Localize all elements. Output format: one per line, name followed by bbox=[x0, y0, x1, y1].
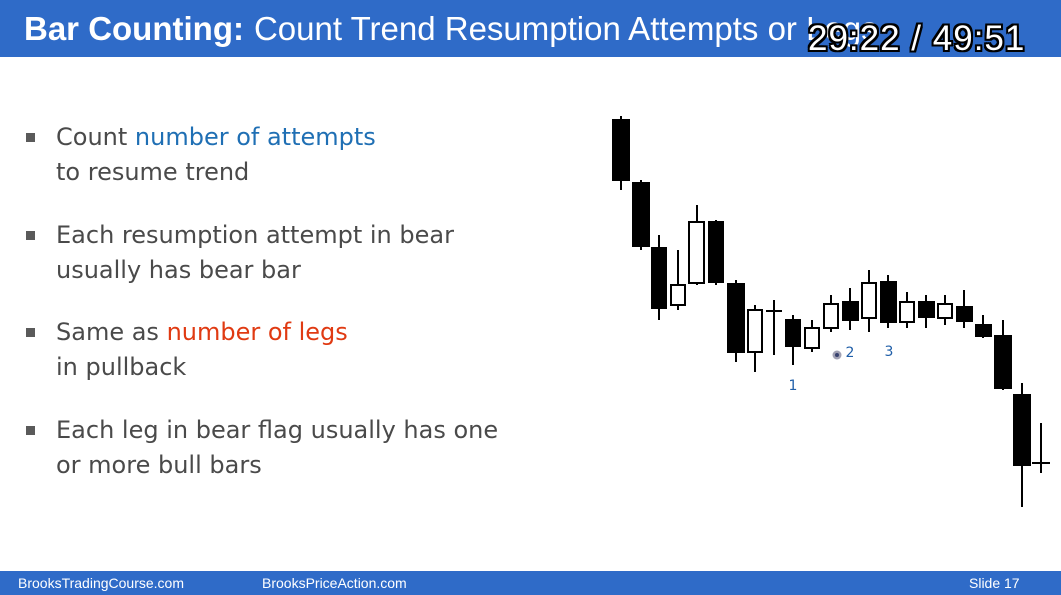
slide-title-bar: Bar Counting: Count Trend Resumption Att… bbox=[0, 0, 1061, 57]
bullet-line-1: Same as number of legs bbox=[56, 318, 348, 346]
highlight-number-of-legs: number of legs bbox=[166, 318, 348, 346]
bullet-line-1: Each leg in bear flag usually has one bbox=[56, 416, 499, 444]
slide-title-rest: Count Trend Resumption Attempts or Legs bbox=[253, 9, 878, 47]
bullet-item: Count number of attempts to resume trend bbox=[26, 120, 546, 190]
leg-label-2: 2 bbox=[846, 345, 855, 361]
bullet-line-2: or more bull bars bbox=[56, 451, 262, 479]
bullet-item: Each leg in bear flag usually has one or… bbox=[26, 413, 546, 483]
bullet-line-2: usually has bear bar bbox=[56, 256, 301, 284]
slide-footer: BrooksTradingCourse.com BrooksPriceActio… bbox=[0, 571, 1061, 595]
bullet-item: Same as number of legs in pullback bbox=[26, 315, 546, 385]
leg-label-1: 1 bbox=[789, 378, 798, 394]
bullet-marker-icon bbox=[26, 426, 35, 435]
bullet-line-2: to resume trend bbox=[56, 158, 250, 186]
footer-left-link: BrooksTradingCourse.com bbox=[18, 575, 184, 591]
bullet-line-1: Each resumption attempt in bear bbox=[56, 221, 454, 249]
slide-number: Slide 17 bbox=[969, 575, 1020, 591]
bullet-line-1: Count number of attempts bbox=[56, 123, 376, 151]
highlight-number-of-attempts: number of attempts bbox=[134, 123, 376, 151]
bullet-item: Each resumption attempt in bear usually … bbox=[26, 218, 546, 288]
bullet-marker-icon bbox=[26, 231, 35, 240]
leg-label-3: 3 bbox=[885, 344, 894, 360]
video-timer: 29:22 / 49:51 bbox=[808, 19, 1026, 58]
candlestick-chart: 1 2 3 bbox=[612, 116, 1050, 507]
footer-center-link: BrooksPriceAction.com bbox=[262, 575, 407, 591]
bullet-marker-icon bbox=[26, 133, 35, 142]
bullet-line-2: in pullback bbox=[56, 353, 187, 381]
candles bbox=[612, 116, 1050, 507]
bullet-marker-icon bbox=[26, 328, 35, 337]
slide-title-bold: Bar Counting: bbox=[24, 9, 244, 47]
